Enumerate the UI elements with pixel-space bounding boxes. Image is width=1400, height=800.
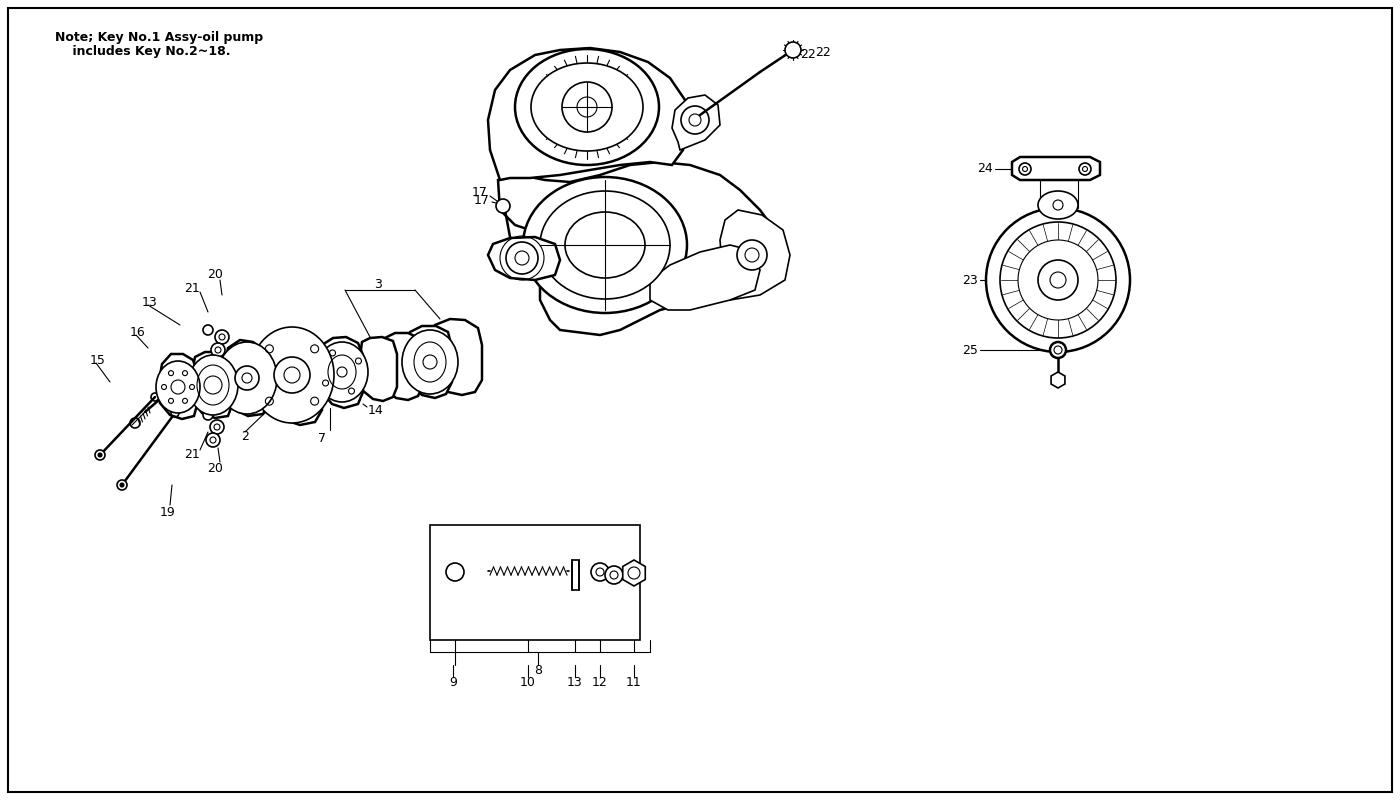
Circle shape [203,410,213,420]
Polygon shape [1051,372,1065,388]
Text: 11: 11 [626,675,641,689]
Circle shape [206,433,220,447]
Text: 25: 25 [962,343,979,357]
Polygon shape [623,560,645,586]
Circle shape [496,199,510,213]
Circle shape [605,566,623,584]
Polygon shape [720,210,790,300]
Ellipse shape [251,327,335,423]
Ellipse shape [531,63,643,151]
Circle shape [561,82,612,132]
Circle shape [986,208,1130,352]
Circle shape [1082,166,1088,171]
Text: 7: 7 [318,431,326,445]
Polygon shape [650,245,760,310]
Bar [430,525,640,640]
Text: 20: 20 [207,269,223,282]
Circle shape [1037,260,1078,300]
Ellipse shape [402,330,458,394]
Circle shape [1019,163,1030,175]
Polygon shape [1012,157,1100,180]
Text: 15: 15 [90,354,106,366]
Text: 24: 24 [977,162,993,175]
Text: 17: 17 [475,194,490,206]
Polygon shape [358,337,398,401]
Ellipse shape [155,361,200,413]
Polygon shape [430,319,482,395]
Text: 2: 2 [241,430,249,443]
Circle shape [98,453,102,457]
Circle shape [274,357,309,393]
Circle shape [120,483,125,487]
Text: 14: 14 [368,403,384,417]
Polygon shape [672,95,720,150]
Text: 16: 16 [130,326,146,338]
Ellipse shape [1037,191,1078,219]
Text: 13: 13 [141,295,158,309]
Polygon shape [260,330,322,425]
Ellipse shape [566,212,645,278]
Text: 20: 20 [207,462,223,474]
Circle shape [1050,342,1065,358]
Circle shape [1079,163,1091,175]
Text: 6: 6 [370,362,377,374]
Polygon shape [223,340,267,416]
Text: Note; Key No.1 Assy-oil pump: Note; Key No.1 Assy-oil pump [55,31,263,45]
Text: 13: 13 [567,675,582,689]
Ellipse shape [515,49,659,165]
Circle shape [680,106,708,134]
Ellipse shape [188,355,238,415]
Circle shape [235,366,259,390]
Circle shape [1018,240,1098,320]
Text: 17: 17 [472,186,489,198]
Text: 8: 8 [533,663,542,677]
Text: 3: 3 [374,278,382,290]
Circle shape [577,97,596,117]
Bar [573,560,580,590]
Text: 4: 4 [314,349,322,362]
Text: 22: 22 [799,49,816,62]
Circle shape [1000,222,1116,338]
Text: 10: 10 [519,675,536,689]
Text: 22: 22 [815,46,830,58]
Circle shape [216,330,230,344]
Circle shape [203,325,213,335]
Circle shape [210,420,224,434]
Circle shape [591,563,609,581]
Circle shape [118,480,127,490]
Ellipse shape [316,342,368,402]
Text: 19: 19 [160,506,176,518]
Polygon shape [489,237,560,280]
Circle shape [211,343,225,357]
Text: 23: 23 [962,274,979,286]
Text: includes Key No.2~18.: includes Key No.2~18. [55,46,231,58]
Polygon shape [190,352,232,418]
Polygon shape [158,354,197,419]
Ellipse shape [524,177,687,313]
Polygon shape [318,337,363,408]
Text: 9: 9 [449,675,456,689]
Text: 21: 21 [185,449,200,462]
Polygon shape [498,162,780,335]
Polygon shape [489,48,687,180]
Circle shape [785,42,801,58]
Polygon shape [379,333,423,400]
Polygon shape [405,326,452,398]
Circle shape [505,242,538,274]
Text: 21: 21 [185,282,200,294]
Text: 12: 12 [592,675,608,689]
Ellipse shape [217,342,277,414]
Circle shape [95,450,105,460]
Text: 5: 5 [340,335,349,349]
Circle shape [447,563,463,581]
Ellipse shape [540,191,671,299]
Circle shape [1022,166,1028,171]
Circle shape [736,240,767,270]
